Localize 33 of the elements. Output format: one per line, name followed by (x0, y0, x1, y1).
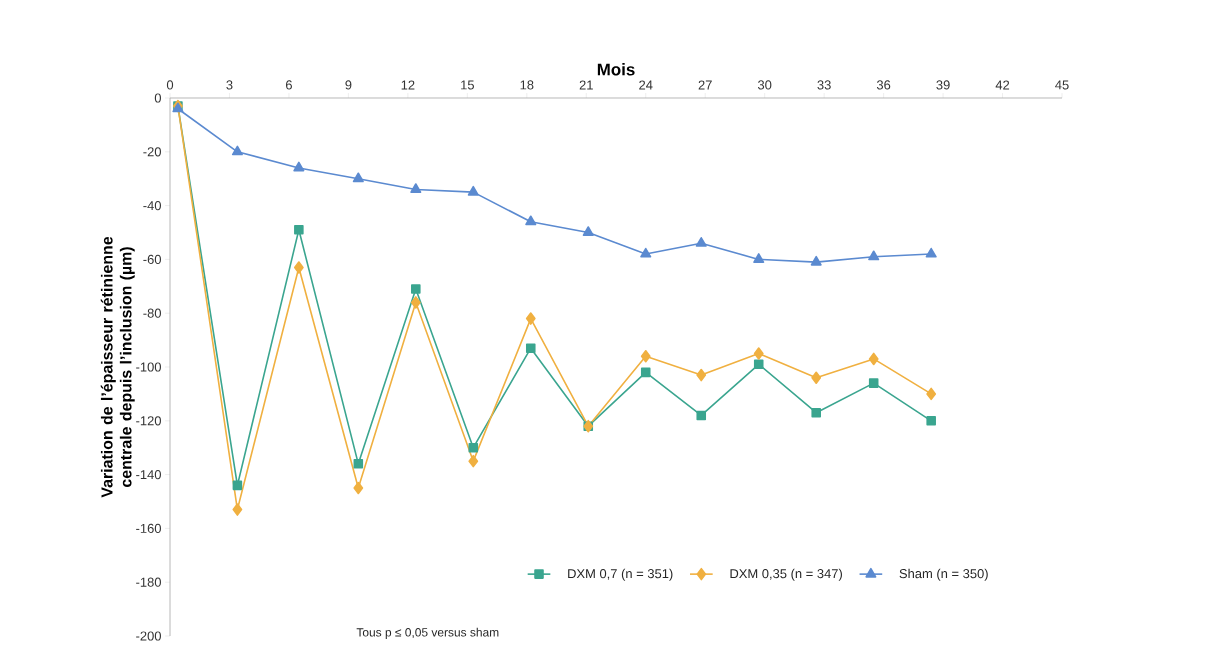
y-tick-label: -80 (143, 308, 161, 318)
legend-label: DXM 0,35 (n = 347) (730, 568, 842, 581)
legend-label: Sham (n = 350) (899, 568, 988, 581)
y-tick-label: -40 (143, 201, 161, 211)
x-tick-label: 15 (461, 80, 474, 90)
x-axis-title: Mois (597, 63, 635, 76)
x-tick-label: 30 (757, 80, 772, 90)
x-tick-label: 39 (936, 80, 950, 90)
y-tick-label: -120 (136, 416, 161, 426)
legend-label: DXM 0,7 (n = 351) (568, 568, 673, 581)
annotation: Tous p ≤ 0,05 versus sham (356, 627, 499, 639)
y-tick-label: -200 (136, 631, 161, 641)
x-tick-label: 12 (401, 80, 415, 90)
x-tick-label: 45 (1055, 80, 1069, 90)
x-tick-label: 6 (285, 80, 292, 90)
x-tick-label: 33 (817, 80, 831, 90)
x-tick-label: 36 (876, 80, 891, 90)
x-tick-label: 27 (698, 80, 712, 90)
y-axis-title: Variation de l’épaisseur rétinienne centrale depuis l’inclusion (µm) (100, 236, 135, 498)
y-tick-label: -160 (136, 523, 161, 533)
x-tick-label: 18 (520, 80, 534, 90)
x-tick-label: 0 (166, 80, 174, 90)
x-tick-label: 24 (639, 80, 653, 90)
y-tick-label: -180 (136, 577, 161, 587)
x-tick-label: 3 (226, 80, 233, 90)
y-tick-label: -60 (143, 254, 161, 264)
y-tick-label: -140 (136, 470, 161, 480)
x-tick-label: 21 (579, 80, 593, 90)
x-tick-label: 9 (345, 80, 352, 90)
y-tick-label: -20 (143, 147, 161, 157)
y-tick-label: 0 (154, 93, 161, 103)
x-tick-label: 42 (995, 80, 1010, 90)
y-tick-label: -100 (136, 362, 161, 372)
